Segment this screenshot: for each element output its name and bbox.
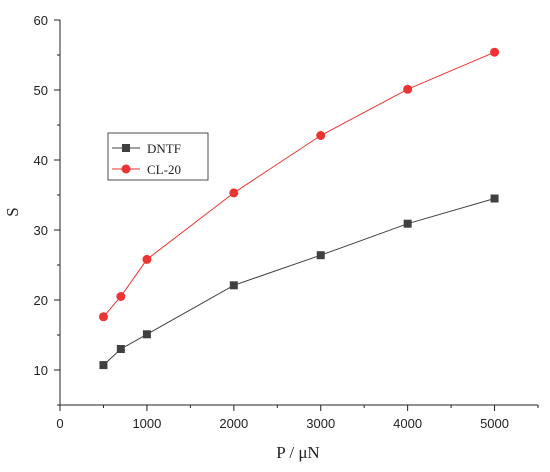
x-tick-label: 3000	[306, 416, 335, 431]
y-tick-label: 20	[34, 293, 48, 308]
data-point-cl20	[490, 47, 500, 57]
y-tick-label: 30	[34, 223, 48, 238]
data-point-dntf	[116, 345, 125, 353]
x-tick-label: 0	[56, 416, 63, 431]
series-line-dntf	[103, 198, 495, 366]
data-point-cl20	[98, 312, 108, 322]
axes	[59, 20, 538, 406]
y-tick-label: 50	[34, 83, 48, 98]
data-point-dntf	[229, 281, 238, 290]
data-point-dntf	[316, 251, 325, 260]
legend-item-dntf: DNTF	[112, 141, 181, 156]
legend-marker-cl20	[121, 164, 131, 174]
x-tick-label: 1000	[132, 416, 161, 431]
legend: DNTF CL-20	[107, 132, 209, 181]
data-point-cl20	[116, 292, 126, 301]
y-tick-label: 10	[34, 363, 48, 378]
y-axis-title: S	[3, 207, 22, 216]
data-point-cl20	[403, 84, 413, 94]
data-point-dntf	[99, 361, 108, 370]
data-point-dntf	[142, 330, 151, 339]
data-point-dntf	[403, 219, 412, 228]
x-tick-label: 5000	[480, 416, 509, 431]
series-layer	[98, 47, 500, 370]
data-point-dntf	[490, 194, 499, 203]
x-tick-label: 2000	[219, 416, 248, 431]
y-tick-label: 40	[34, 153, 48, 168]
series-line-cl20	[103, 51, 495, 318]
legend-marker-dntf	[122, 144, 130, 152]
y-tick-label: 60	[34, 13, 48, 28]
legend-item-cl20: CL-20	[112, 162, 181, 177]
legend-label-cl20: CL-20	[147, 162, 181, 177]
y-ticks: 10 20 30 40 50 60	[34, 13, 60, 406]
legend-label-dntf: DNTF	[147, 141, 181, 156]
data-point-cl20	[142, 254, 152, 264]
data-point-cl20	[316, 131, 326, 140]
x-axis-title: P / μN	[276, 443, 319, 462]
data-point-cl20	[229, 188, 239, 198]
x-tick-label: 4000	[393, 416, 422, 431]
x-ticks: 0 1000 2000 3000 4000 5000	[56, 405, 539, 431]
